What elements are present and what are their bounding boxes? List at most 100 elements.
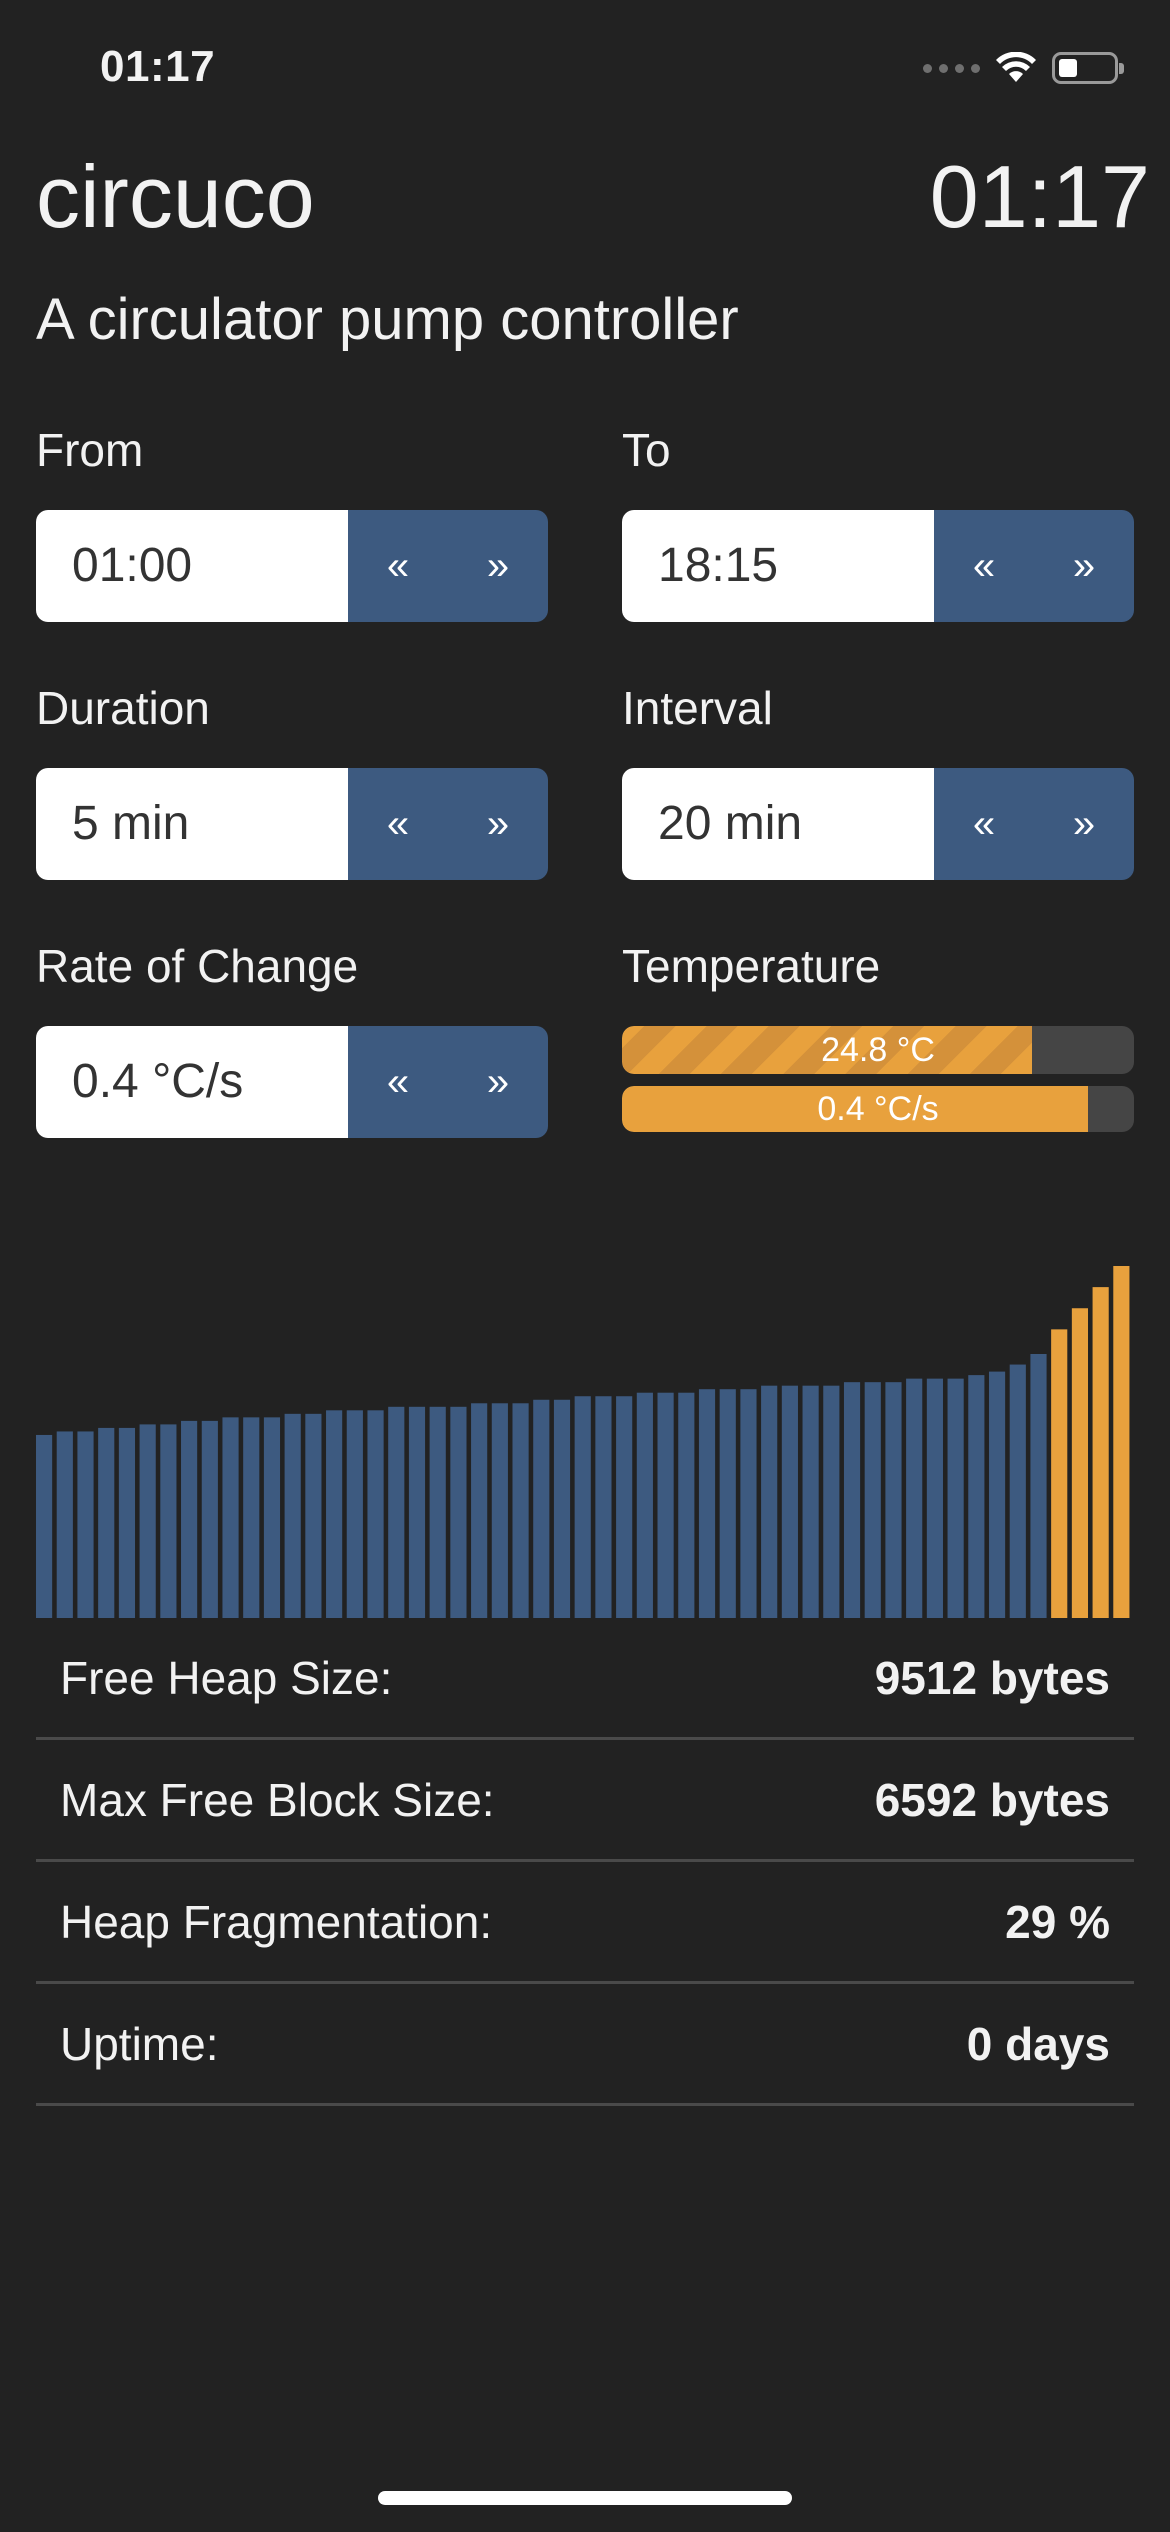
from-stepper: 01:00 « » [36,510,548,622]
chart-bar [636,1392,653,1618]
stats-row: Uptime: 0 days [36,1984,1134,2106]
chart-bar [346,1410,363,1618]
chart-bar [139,1424,156,1618]
temperature-meter: 24.8 °C [622,1026,1134,1074]
chart-bar [367,1410,384,1618]
cellular-dots-icon [923,63,980,73]
chart-bar [56,1431,73,1618]
rate-decrement-button[interactable]: « [386,1059,410,1104]
heap-history-chart-svg [36,1266,1130,1618]
chart-bar [160,1424,177,1618]
chart-bar [616,1396,633,1618]
chart-bar [698,1389,716,1618]
chart-bar [740,1389,757,1618]
home-indicator [378,2491,792,2505]
chart-bar [595,1396,612,1618]
chart-bar [181,1420,198,1618]
temperature-meter-label: 24.8 °C [821,1031,935,1069]
duration-stepper: 5 min « » [36,768,548,880]
chart-bar [429,1406,446,1618]
chart-bar [719,1389,736,1618]
chart-bar [326,1410,343,1618]
interval-value[interactable]: 20 min [622,768,934,880]
chart-bar [491,1403,508,1618]
from-increment-button[interactable]: » [486,543,510,588]
stats-row: Heap Fragmentation: 29 % [36,1862,1134,1984]
stats-row: Free Heap Size: 9512 bytes [36,1618,1134,1740]
rate-meter: 0.4 °C/s [622,1086,1134,1132]
chart-bar [864,1382,881,1618]
chart-bar [263,1417,281,1618]
chart-bar [553,1399,571,1618]
stats-row-label: Max Free Block Size: [60,1773,495,1826]
chart-bar [843,1382,861,1618]
duration-value[interactable]: 5 min [36,768,348,880]
chart-bar [885,1382,902,1618]
chart-bar [761,1385,778,1618]
chart-bar [98,1427,115,1618]
app-title: circuco [36,147,315,246]
chart-bar [1071,1308,1089,1618]
chart-bar [574,1396,591,1618]
stats-row-value: 6592 bytes [874,1773,1110,1826]
chart-bar [450,1406,467,1618]
chart-bar [1113,1266,1130,1618]
interval-label: Interval [622,682,773,734]
chart-bar [512,1403,529,1618]
interval-stepper: 20 min « » [622,768,1134,880]
status-icons [923,52,1124,84]
chart-bar [781,1385,798,1618]
chart-bar [1030,1354,1047,1618]
chart-bar [284,1413,301,1618]
duration-label: Duration [36,682,210,734]
duration-decrement-button[interactable]: « [386,801,410,846]
from-decrement-button[interactable]: « [386,543,410,588]
rate-meter-fill [622,1086,1088,1132]
chart-bar [1092,1287,1109,1618]
heap-history-chart [36,1262,1134,1618]
chart-bar [823,1385,840,1618]
to-value[interactable]: 18:15 [622,510,934,622]
duration-increment-button[interactable]: » [486,801,510,846]
stats-row-value: 0 days [966,2017,1110,2070]
interval-decrement-button[interactable]: « [972,801,996,846]
wifi-icon [996,52,1036,82]
chart-bar [533,1399,550,1618]
chart-bar [305,1413,322,1618]
rate-value[interactable]: 0.4 °C/s [36,1026,348,1138]
rate-increment-button[interactable]: » [486,1059,510,1104]
rate-label: Rate of Change [36,940,359,992]
temperature-meter-fill [622,1026,1032,1074]
chart-bar [408,1406,426,1618]
chart-bar [36,1434,53,1618]
stats-row: Max Free Block Size: 6592 bytes [36,1740,1134,1862]
chart-bar [968,1375,985,1618]
stats-row-label: Heap Fragmentation: [60,1895,493,1948]
chart-bar [906,1378,923,1618]
battery-icon [1052,52,1124,84]
to-increment-button[interactable]: » [1072,543,1096,588]
interval-increment-button[interactable]: » [1072,801,1096,846]
clock: 01:17 [929,147,1150,246]
stats-row-value: 29 % [1005,1895,1110,1948]
rate-meter-label: 0.4 °C/s [817,1090,939,1128]
stats-row-label: Uptime: [60,2017,219,2070]
to-label: To [622,424,671,476]
from-label: From [36,424,144,476]
chart-bar [1051,1329,1068,1618]
chart-bar [988,1371,1006,1618]
from-value[interactable]: 01:00 [36,510,348,622]
chart-bar [243,1417,260,1618]
chart-bar [77,1431,94,1618]
chart-bar [471,1403,488,1618]
chart-bar [678,1392,695,1618]
chart-bar [118,1427,136,1618]
chart-bar [1009,1364,1026,1618]
chart-bar [201,1420,218,1618]
chart-bar [388,1406,405,1618]
stats-table: Free Heap Size: 9512 bytes Max Free Block … [36,1618,1134,2106]
stats-row-value: 9512 bytes [874,1651,1110,1704]
chart-bar [222,1417,239,1618]
to-stepper: 18:15 « » [622,510,1134,622]
to-decrement-button[interactable]: « [972,543,996,588]
